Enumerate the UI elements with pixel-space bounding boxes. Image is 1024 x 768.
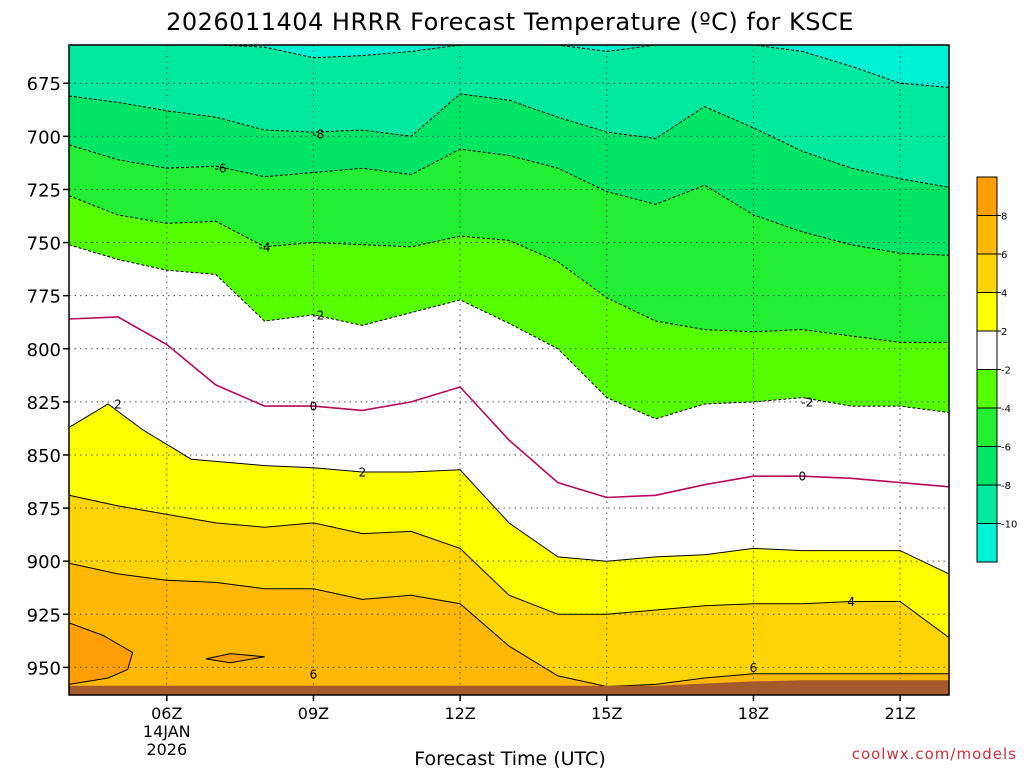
contour-line--2 <box>68 244 950 420</box>
colorbar-tick-label: -4 <box>1001 404 1011 415</box>
band-fill--6_to_-4 <box>69 144 949 343</box>
y-tick-label: 825 <box>27 393 61 414</box>
contour-label: -2 <box>801 395 813 409</box>
contour-label-layer: -8 -6 -4 -2 0 2 2 -2 0 4 6 6 <box>114 128 855 682</box>
axes-layer: 67570072575077580082585087590092595006Z1… <box>27 74 916 759</box>
colorbar-tick-label: -10 <box>1001 520 1017 531</box>
colorbar-tick-label: -2 <box>1001 366 1011 377</box>
band-fill--4_to_-2 <box>69 195 949 419</box>
y-tick-label: 800 <box>27 340 61 361</box>
y-tick-label: 675 <box>27 74 61 95</box>
colorbar-band <box>977 331 997 370</box>
y-tick-label: 775 <box>27 287 61 308</box>
contour-line-0 <box>68 316 950 499</box>
band-fill-_-10 <box>69 45 949 88</box>
x-tick-label: 06Z <box>151 704 182 723</box>
contour-line--4 <box>68 195 949 343</box>
y-tick-label: 725 <box>27 180 61 201</box>
x-tick-label: 15Z <box>591 704 622 723</box>
x-tick-label: 21Z <box>884 704 915 723</box>
ground-layer <box>69 680 949 695</box>
x-date-label: 14JAN <box>143 722 191 741</box>
colorbar-tick-label: 6 <box>1001 250 1007 261</box>
contour-label: 2 <box>114 397 122 411</box>
contour-line-2 <box>68 403 950 575</box>
contour-label: 6 <box>310 667 318 681</box>
colorbar-band <box>977 177 997 216</box>
plot-frame <box>68 44 950 696</box>
colorbar-band <box>977 215 997 254</box>
colorbar-tick-label: -8 <box>1001 481 1011 492</box>
chart-title: 2026011404 HRRR Forecast Temperature (ºC… <box>166 8 854 36</box>
colorbar-tick-label: 2 <box>1001 327 1007 338</box>
grid-layer <box>69 45 949 695</box>
colorbar-band <box>977 523 997 562</box>
contour-line--8 <box>68 93 950 188</box>
x-tick-label: 12Z <box>444 704 475 723</box>
x-tick-label: 09Z <box>298 704 329 723</box>
contour-label: 6 <box>750 661 758 675</box>
warm-pocket-above-8 <box>68 622 134 685</box>
contour-line--6 <box>68 144 950 256</box>
contour-label: -8 <box>312 128 324 142</box>
band-fill-4_to_6 <box>69 495 949 687</box>
closed-contour-8 <box>205 653 265 664</box>
x-axis-title: Forecast Time (UTC) <box>414 748 605 768</box>
credit-text: coolwx.com/models <box>852 745 1017 763</box>
colorbar-band <box>977 485 997 524</box>
y-tick-label: 750 <box>27 234 61 255</box>
band-fill--10_to_-8 <box>69 45 949 188</box>
band-fill--2_to_2 <box>69 244 949 574</box>
plot-fill-layer <box>68 45 949 695</box>
contour-line-4 <box>68 494 950 639</box>
colorbar: 8 6 4 2 -2 -4 -6 -8 -10 <box>976 176 1017 563</box>
contour-label: 0 <box>799 470 807 484</box>
y-tick-label: 875 <box>27 499 61 520</box>
contour-label: 4 <box>847 595 855 609</box>
contour-label: -4 <box>259 240 271 254</box>
ground-terrain <box>69 680 949 695</box>
colorbar-band <box>977 369 997 408</box>
band-fill-2_to_4 <box>69 404 949 638</box>
y-tick-label: 850 <box>27 446 61 467</box>
y-tick-label: 950 <box>27 658 61 679</box>
colorbar-band <box>977 254 997 293</box>
y-tick-label: 700 <box>27 127 61 148</box>
colorbar-tick-label: -6 <box>1001 443 1011 454</box>
colorbar-tick-label: 4 <box>1001 289 1007 300</box>
colorbar-band <box>977 446 997 485</box>
x-year-label: 2026 <box>146 740 187 759</box>
contour-label: 2 <box>359 465 367 479</box>
colorbar-band <box>977 408 997 447</box>
contour-label: -2 <box>312 308 324 322</box>
contour-label: -6 <box>215 162 227 176</box>
y-tick-label: 900 <box>27 552 61 573</box>
band-fill-6_to_8 <box>69 563 949 695</box>
y-tick-label: 925 <box>27 605 61 626</box>
x-tick-label: 18Z <box>738 704 769 723</box>
contour-label: 0 <box>310 400 318 414</box>
colorbar-tick-label: 8 <box>1001 212 1007 223</box>
contour-line-6 <box>68 562 949 688</box>
band-fill--8_to_-6 <box>69 93 949 256</box>
colorbar-band <box>977 292 997 331</box>
